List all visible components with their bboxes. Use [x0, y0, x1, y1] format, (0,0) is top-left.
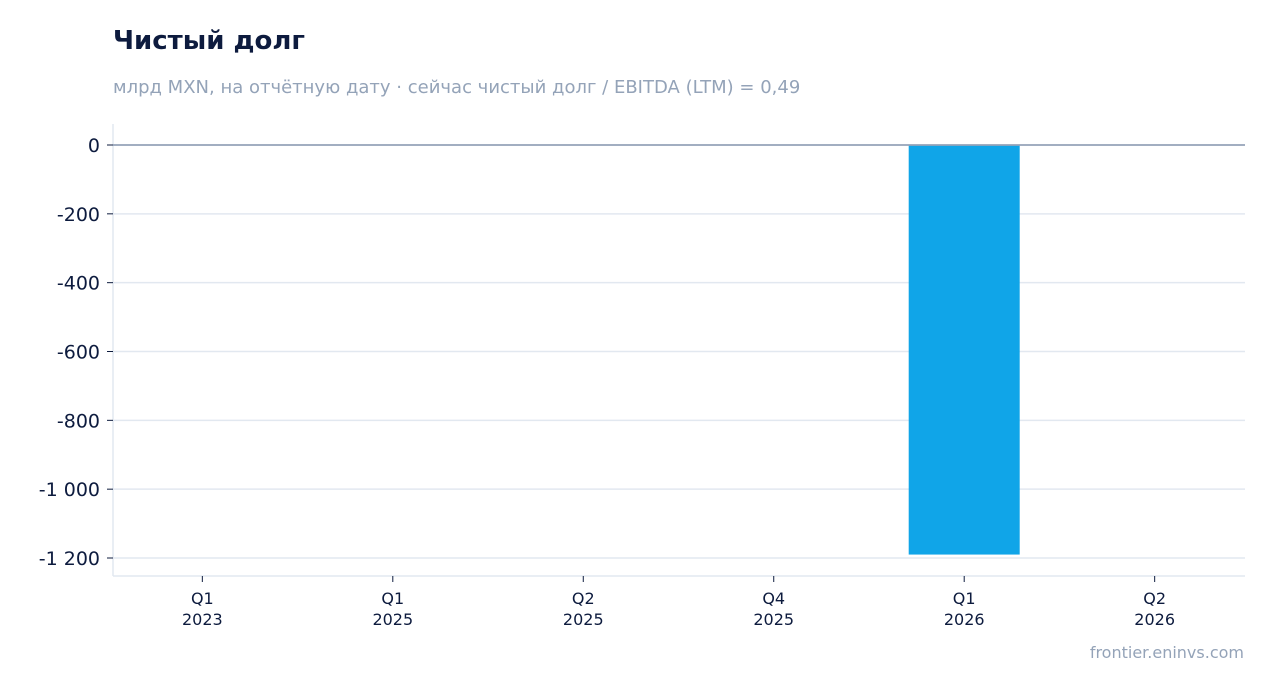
x-tick-label-year: 2025 [563, 610, 604, 629]
y-tick-label: -1 000 [39, 479, 100, 501]
x-tick-label-year: 2023 [182, 610, 223, 629]
y-tick-label: -600 [57, 342, 100, 364]
x-tick-label-quarter: Q2 [572, 589, 595, 608]
x-tick-label-quarter: Q4 [762, 589, 785, 608]
x-tick-label-quarter: Q1 [191, 589, 214, 608]
x-tick-label-quarter: Q1 [381, 589, 404, 608]
source-label: frontier.eninvs.com [1089, 643, 1244, 662]
y-tick-label: -1 200 [39, 548, 100, 570]
y-tick-label: -400 [57, 273, 100, 295]
chart-subtitle: млрд MXN, на отчётную дату · сейчас чист… [113, 77, 801, 98]
chart-title: Чистый долг [113, 26, 305, 56]
x-tick-label-year: 2025 [372, 610, 413, 629]
y-tick-label: 0 [88, 135, 100, 157]
x-tick-label-quarter: Q1 [953, 589, 976, 608]
x-tick-label-year: 2026 [944, 610, 985, 629]
x-tick-label-year: 2026 [1134, 610, 1175, 629]
x-tick-label-year: 2025 [753, 610, 794, 629]
bar [908, 145, 1020, 555]
x-tick-label-quarter: Q2 [1143, 589, 1166, 608]
y-tick-label: -800 [57, 410, 100, 432]
y-tick-label: -200 [57, 204, 100, 226]
